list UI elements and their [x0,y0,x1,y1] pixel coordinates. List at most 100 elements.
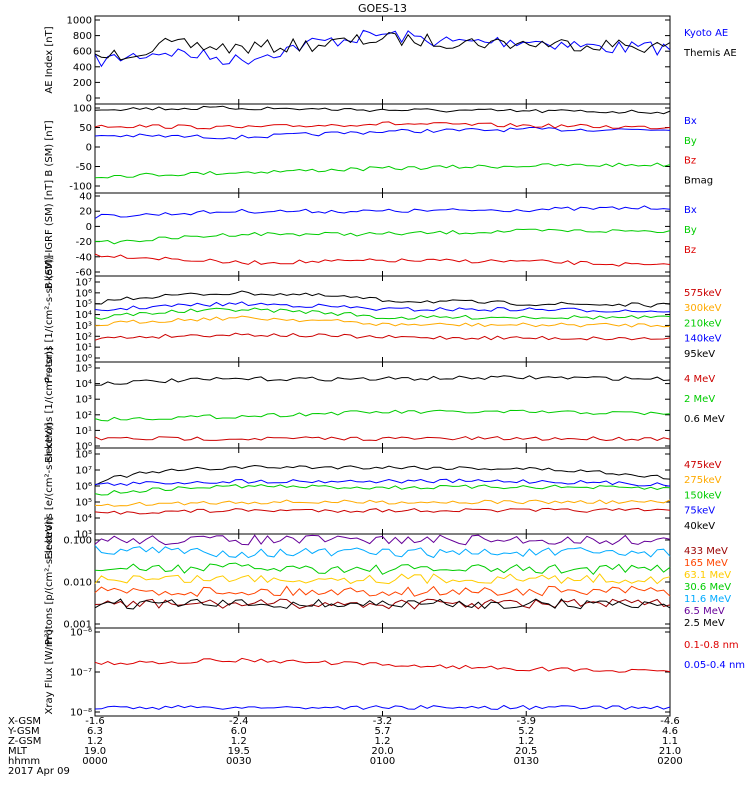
series-11-6-mev [94,545,671,559]
y-tick-label: -40 [76,252,92,263]
y-axis-label: AE Index [nT] [44,26,55,93]
panel-frame [94,533,671,629]
panel-6: 10⁸ 10⁷ 10⁶ 10⁵ 10⁴ 10³ Electrons [e/(cm²-s-sr… [44,422,722,559]
x-value-mlt: 19.5 [228,746,250,757]
x-value-hhmm: 0030 [226,756,251,767]
series-0-05-0-4-nm [94,704,671,710]
y-axis-label: B (SM)-IGRF (SM) [nT] [44,180,55,289]
series-475kev [94,507,671,515]
series-63-1-mev [94,573,671,585]
series-150kev [94,484,671,496]
legend-entry: 2 MeV [684,394,715,405]
x-value-z: 1.2 [87,736,103,747]
x-value-mlt: 20.5 [515,746,537,757]
legend-entry: 433 MeV [684,546,728,557]
series-0-6-mev [94,375,671,386]
y-tick-label: -100 [69,182,92,193]
legend-entry: 95keV [684,349,715,360]
x-value-x: -2.4 [229,716,249,727]
series-bmag [94,105,671,115]
x-row-label: MLT [8,746,28,757]
x-value-hhmm: 0130 [514,756,539,767]
x-row-label: X-GSM [8,716,41,727]
legend-entry: 6.5 MeV [684,606,725,617]
series-by [95,228,671,245]
legend-entry: 210keV [684,318,722,329]
legend-entry: Kyoto AE [684,28,728,39]
panel-1: 1000 800 600 400 200 0 AE Index [nT] Kyoto AE Th… [44,15,737,105]
y-tick-label: 10² [75,332,92,343]
y-tick-label: 10⁻⁸ [70,708,92,719]
series-165-mev [94,585,671,597]
series-2-mev [94,409,671,422]
legend-entry: Bz [684,156,696,167]
series-40kev [94,464,671,486]
y-tick-label: 0 [86,222,92,233]
panel-2: 100 50 0 -50 -100 B (SM) [nT] Bx By Bz Bmag [44,103,713,194]
series-433-mev [94,598,671,610]
x-value-y: 5.2 [518,726,534,737]
panel-3: 40 20 0 -20 -40 -60 B (SM)-IGRF (SM) [nT] Bx By B… [44,180,697,289]
panel-frame [94,627,671,717]
series-210kev [94,307,671,320]
series-6-5-mev [94,534,671,546]
legend-entry: Bz [684,245,696,256]
x-row-label: hhmm [8,756,40,767]
y-tick-label: 800 [73,31,92,42]
series-140kev [94,301,671,313]
y-tick-label: 200 [73,78,92,89]
y-tick-label: 10⁻⁷ [70,668,92,679]
legend-entry: 0.6 MeV [684,414,725,425]
legend-entry: By [684,136,697,147]
x-row-label: Y-GSM [7,726,40,737]
y-tick-label: 0.010 [63,578,92,589]
panel-frame [94,447,671,535]
legend-entry: 300keV [684,303,722,314]
x-value-z: 1.2 [518,736,534,747]
y-tick-label: 600 [73,47,92,58]
y-tick-label: 0.100 [63,536,92,547]
legend-entry: 150keV [684,490,722,501]
x-value-y: 5.7 [375,726,391,737]
legend-entry: 75keV [684,506,715,517]
series-bx [94,205,671,219]
y-tick-label: -50 [76,162,92,173]
y-tick-label: 10⁻⁶ [70,628,92,639]
y-tick-label: 10² [75,410,92,421]
legend-entry: 275keV [684,475,722,486]
y-tick-label: 100 [73,104,92,115]
y-axis-label: Protons [p/(cm²-s-sr-keV)] [44,517,55,645]
y-tick-label: 10⁴ [75,379,92,390]
panel-7: 0.100 0.010 0.001 Protons [p/(cm²-s-sr-keV)… [44,517,731,645]
y-tick-label: 50 [79,123,92,134]
y-tick-label: 0 [86,94,92,105]
x-value-mlt: 21.0 [659,746,681,757]
y-tick-label: 10⁶ [75,482,92,493]
x-value-x: -3.9 [516,716,536,727]
y-axis-label: Electrons [1/(cm²-s-sr)] [44,347,55,463]
y-tick-label: 10⁰ [75,354,92,365]
x-value-mlt: 19.0 [84,746,106,757]
panel-5: 10⁵ 10⁴ 10³ 10² 10¹ 10⁰ Electrons [1/(cm²-s-sr… [44,347,725,463]
y-tick-label: -60 [76,268,92,279]
legend-entry: 165 MeV [684,558,728,569]
series-0-1-0-8-nm [94,657,671,673]
legend-entry: 4 MeV [684,374,715,385]
x-row-label: Z-GSM [8,736,41,747]
legend-entry: 30.6 MeV [684,582,731,593]
y-tick-label: 10³ [75,530,92,541]
series-30-6-mev [94,562,671,576]
panel-frame [94,361,671,449]
legend-entry: 40keV [684,521,715,532]
y-tick-label: 1000 [67,16,92,27]
panel-8: 10⁻⁶ 10⁻⁷ 10⁻⁸ Xray Flux [W/m²] 0.1-0.8 nm 0.… [44,627,745,719]
y-tick-label: 0 [86,143,92,154]
series-bz [94,253,671,267]
x-value-x: -1.6 [85,716,105,727]
y-tick-label: 400 [73,62,92,73]
y-axis-label: Protons [1/(cm²-s-sr-keV)] [44,255,55,383]
legend-entry: 0.05-0.4 nm [684,660,745,671]
y-tick-label: 10³ [75,395,92,406]
plot-title: GOES-13 [358,2,407,15]
